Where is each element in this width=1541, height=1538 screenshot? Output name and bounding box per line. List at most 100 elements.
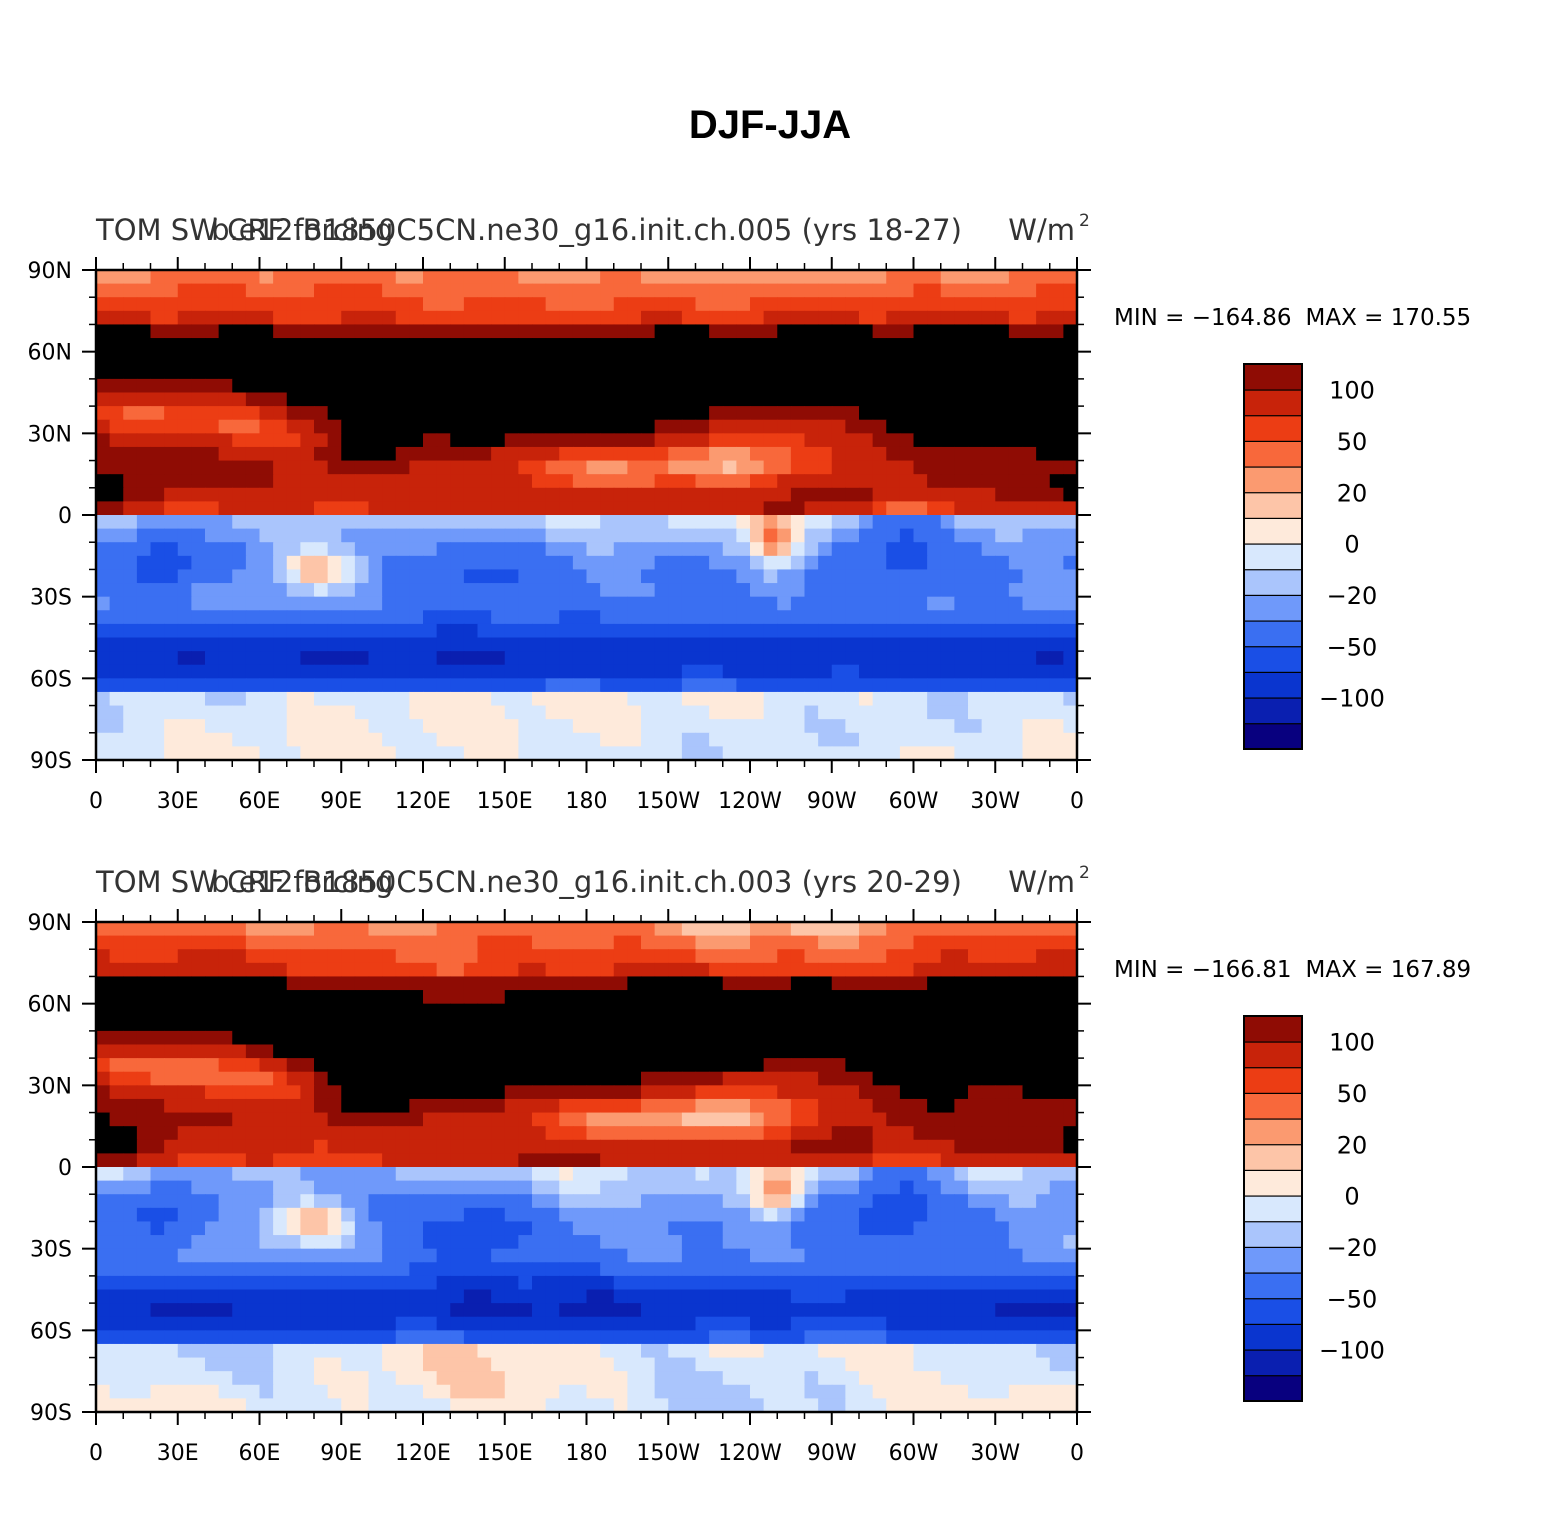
field-cell [136,406,152,421]
field-cell [790,1262,806,1277]
field-cell [504,1180,519,1195]
field-cell [831,949,846,964]
field-cell [409,460,424,475]
field-cell [518,1221,533,1236]
field-cell [518,610,533,625]
field-cell [436,310,451,326]
field-cell [859,515,874,530]
field-cell [1022,297,1037,312]
field-cell [627,623,642,639]
field-cell [750,569,765,584]
field-cell [763,1180,778,1195]
field-cell [899,433,915,448]
field-cell [1063,351,1078,366]
field-cell [722,1098,737,1114]
field-cell [654,392,669,407]
field-cell [1022,433,1037,448]
field-cell [559,935,574,950]
field-cell [436,1221,451,1236]
field-cell [245,691,261,707]
field-cell [354,1221,370,1236]
field-cell [409,1071,424,1086]
field-cell [1063,1003,1078,1018]
field-cell [423,1180,438,1195]
field-cell [586,1139,601,1154]
field-cell [872,596,887,611]
field-cell [232,310,247,326]
field-cell [545,922,560,937]
field-cell [722,678,737,693]
field-cell [790,1275,806,1291]
field-cell [831,678,846,693]
field-cell [96,297,111,312]
field-cell [981,1139,996,1154]
field-cell [518,651,533,666]
field-cell [177,270,192,285]
field-cell [995,1289,1010,1304]
field-cell [450,1194,465,1209]
field-cell [518,1289,533,1304]
field-cell [177,310,192,326]
field-cell [804,1030,819,1046]
field-cell [981,283,996,298]
field-cell [177,1303,192,1318]
field-cell [1063,1180,1078,1195]
field-cell [245,935,261,950]
y-tick-label: 30S [30,586,72,611]
field-cell [968,990,983,1005]
field-cell [927,324,942,339]
field-cell [218,623,233,639]
field-cell [368,1153,383,1168]
field-cell [327,283,342,298]
field-cell [954,1235,969,1250]
field-cell [164,1330,179,1345]
field-cell [123,310,138,326]
field-cell [709,637,724,652]
field-cell [872,1235,887,1250]
field-cell [777,270,792,285]
field-cell [1036,1044,1051,1059]
field-cell [1049,378,1064,394]
field-cell [245,1248,261,1263]
field-cell [572,1139,588,1154]
field-cell [1022,691,1037,707]
field-cell [382,1126,397,1141]
field-cell [436,1235,451,1250]
field-cell [205,351,220,366]
field-cell [736,1235,751,1250]
field-cell [477,270,492,285]
field-cell [927,1330,942,1345]
field-cell [191,270,206,285]
field-cell [532,610,547,625]
field-cell [695,433,710,448]
field-cell [518,310,533,326]
field-cell [600,691,615,707]
field-cell [872,1207,887,1223]
field-cell [641,406,656,421]
field-cell [123,949,138,964]
field-cell [586,623,601,639]
field-cell [818,1275,833,1291]
field-cell [940,392,955,407]
field-cell [504,1112,519,1127]
field-cell [1036,610,1051,625]
field-cell [491,528,506,543]
field-cell [327,1098,342,1114]
field-cell [1022,1139,1037,1154]
field-cell [1008,528,1024,543]
field-cell [627,1112,642,1127]
field-cell [954,433,969,448]
field-cell [641,1289,656,1304]
field-cell [368,922,383,937]
field-cell [518,1167,533,1182]
field-cell [586,1071,601,1086]
field-cell [354,678,370,693]
field-cell [341,976,356,991]
field-cell [981,1098,996,1114]
field-cell [450,378,465,394]
field-cell [354,433,370,448]
field-cell [804,1275,819,1291]
field-cell [899,474,915,489]
field-cell [627,297,642,312]
field-cell [532,338,547,353]
